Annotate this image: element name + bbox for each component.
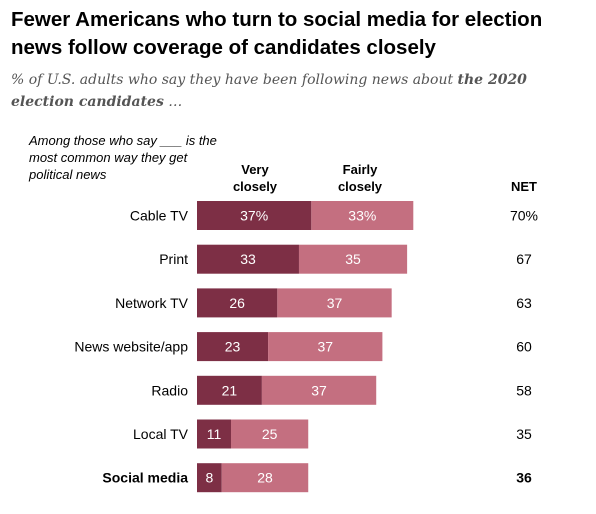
category-label: Print bbox=[159, 251, 188, 267]
bar-very-closely bbox=[197, 244, 299, 274]
value-label-very-closely: 21 bbox=[222, 382, 238, 398]
bar-fairly-closely bbox=[230, 419, 309, 449]
value-label-fairly-closely: 37 bbox=[311, 382, 327, 398]
value-label-very-closely: 33 bbox=[240, 251, 256, 267]
value-label-very-closely: 26 bbox=[229, 295, 245, 311]
value-label-fairly-closely: 35 bbox=[345, 251, 361, 267]
net-value: 36 bbox=[516, 470, 532, 486]
value-label-fairly-closely: 28 bbox=[257, 470, 273, 486]
category-note: Among those who say ___ is the most comm… bbox=[29, 133, 217, 182]
net-value: 70% bbox=[510, 208, 538, 224]
net-value: 67 bbox=[516, 251, 532, 267]
bar-very-closely bbox=[197, 463, 222, 493]
bar-fairly-closely bbox=[298, 244, 408, 274]
subtitle-text: % of U.S. adults who say they have been … bbox=[11, 72, 458, 88]
category-label: Local TV bbox=[133, 426, 189, 442]
category-label: Social media bbox=[102, 470, 188, 486]
category-label: Radio bbox=[151, 382, 188, 398]
value-label-very-closely: 8 bbox=[205, 470, 213, 486]
value-label-fairly-closely: 33% bbox=[348, 208, 376, 224]
bar-very-closely bbox=[197, 332, 269, 362]
bar-fairly-closely bbox=[277, 288, 392, 318]
bar-very-closely bbox=[197, 419, 231, 449]
chart-title: Fewer Americans who turn to social media… bbox=[11, 8, 543, 59]
value-label-fairly-closely: 25 bbox=[262, 426, 278, 442]
category-label: Network TV bbox=[115, 295, 189, 311]
value-label-fairly-closely: 37 bbox=[317, 339, 333, 355]
net-value: 35 bbox=[516, 426, 532, 442]
value-label-very-closely: 37% bbox=[240, 208, 268, 224]
category-label: Cable TV bbox=[130, 208, 189, 224]
net-value: 63 bbox=[516, 295, 532, 311]
bar-very-closely bbox=[197, 375, 262, 405]
bar-very-closely bbox=[197, 288, 278, 318]
bar-fairly-closely bbox=[261, 375, 377, 405]
bar-very-closely bbox=[197, 201, 312, 230]
legend-fairly-closely: Fairly closely bbox=[337, 162, 383, 194]
bar-fairly-closely bbox=[268, 332, 383, 362]
net-value: 60 bbox=[516, 339, 532, 355]
bar-fairly-closely bbox=[221, 463, 309, 493]
category-label: News website/app bbox=[74, 339, 188, 355]
chart-subtitle: % of U.S. adults who say they have been … bbox=[11, 69, 586, 113]
bar-fairly-closely bbox=[311, 201, 414, 230]
net-value: 58 bbox=[516, 382, 532, 398]
legend-very-closely: Very closely bbox=[232, 162, 278, 194]
net-header: NET bbox=[511, 179, 537, 194]
value-label-very-closely: 11 bbox=[207, 426, 222, 442]
value-label-fairly-closely: 37 bbox=[327, 295, 343, 311]
subtitle-ellipsis: … bbox=[163, 94, 183, 110]
value-label-very-closely: 23 bbox=[225, 339, 241, 355]
subtitle-emphasis: the 2020 election candidates bbox=[11, 72, 527, 110]
